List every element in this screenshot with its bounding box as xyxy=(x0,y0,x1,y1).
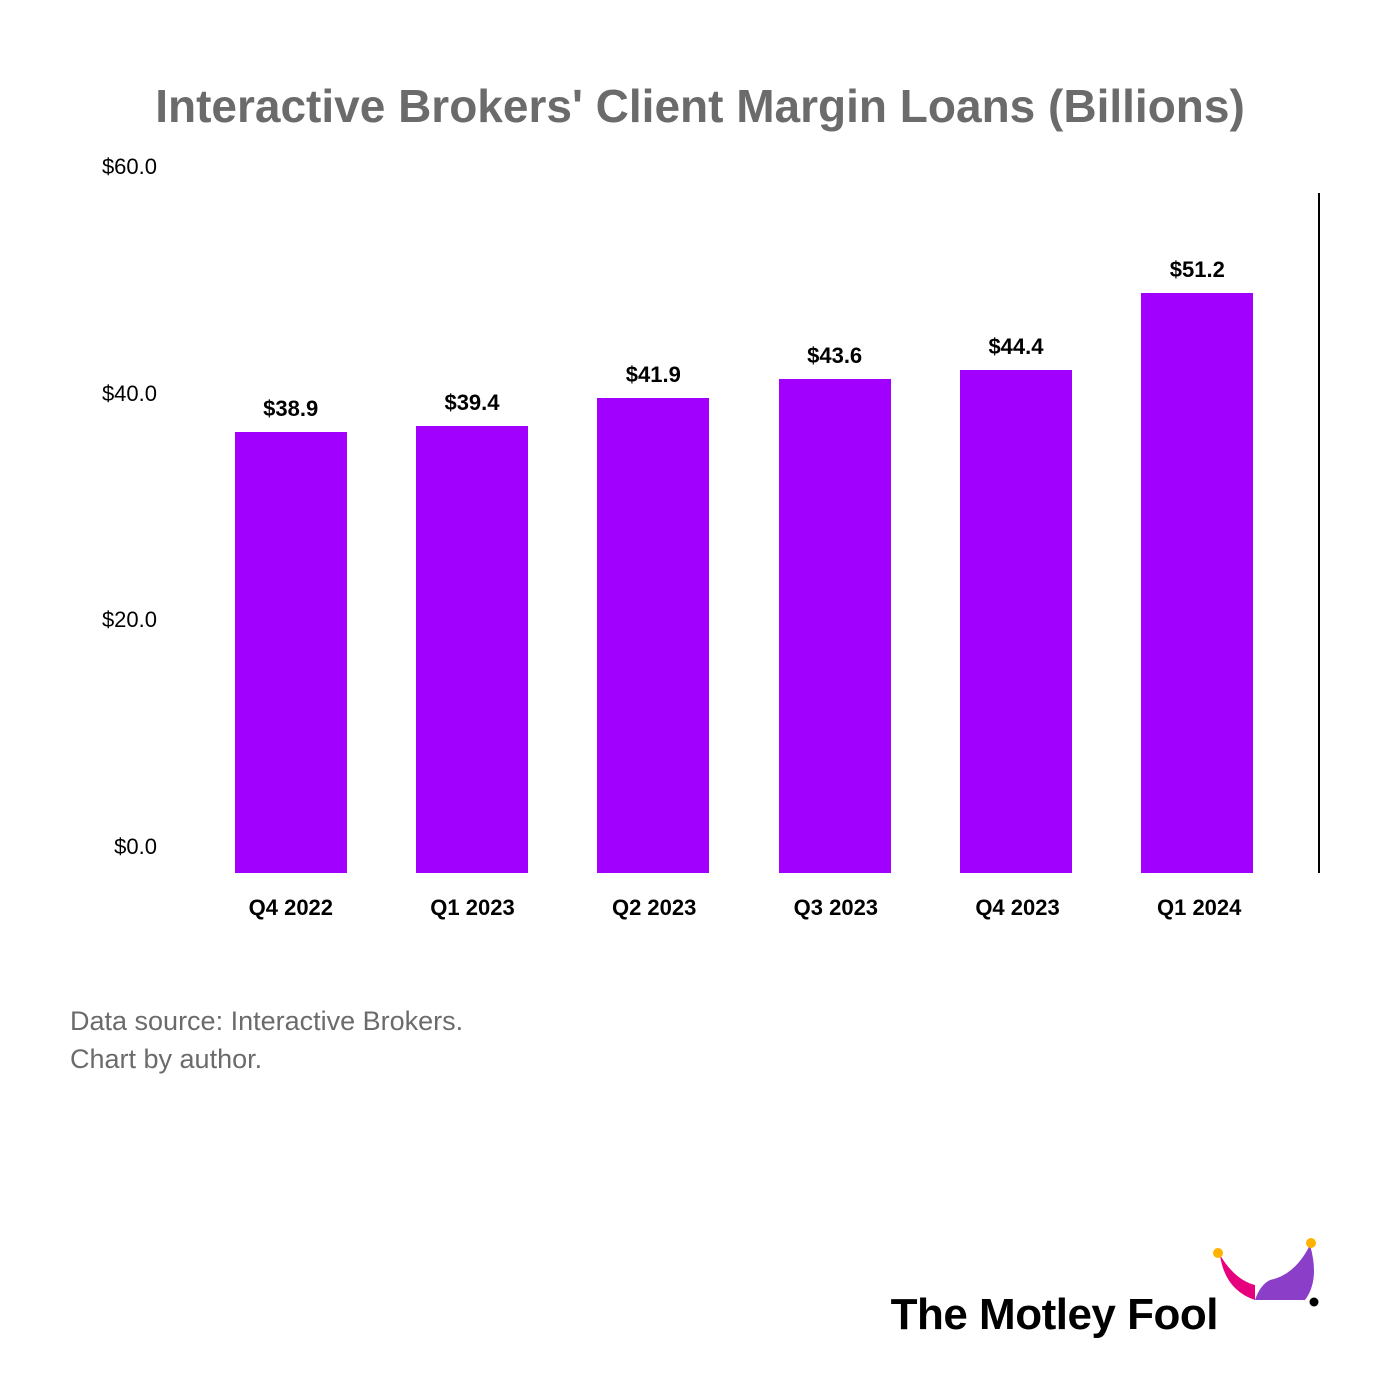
y-tick-label: $0.0 xyxy=(114,834,157,860)
bar-value-label: $44.4 xyxy=(988,334,1043,360)
bar-value-label: $43.6 xyxy=(807,343,862,369)
motley-fool-logo: The Motley Fool xyxy=(891,1230,1330,1340)
bar xyxy=(1141,293,1253,873)
bar xyxy=(416,426,528,873)
bar-value-label: $51.2 xyxy=(1170,257,1225,283)
bar-value-label: $41.9 xyxy=(626,362,681,388)
plot-area: $38.9 $39.4 $41.9 $43.6 $44.4 $51.2 xyxy=(170,193,1320,873)
bar xyxy=(235,432,347,873)
footer-line-1: Data source: Interactive Brokers. xyxy=(70,1003,1340,1041)
chart-title: Interactive Brokers' Client Margin Loans… xyxy=(60,80,1340,133)
y-tick-label: $40.0 xyxy=(102,381,157,407)
x-axis-label: Q1 2023 xyxy=(382,883,564,933)
bar-column: $38.9 xyxy=(200,193,381,873)
x-axis-label: Q1 2024 xyxy=(1108,883,1290,933)
footer-line-2: Chart by author. xyxy=(70,1041,1340,1079)
x-axis-label: Q3 2023 xyxy=(745,883,927,933)
x-axis-labels: Q4 2022Q1 2023Q2 2023Q3 2023Q4 2023Q1 20… xyxy=(170,883,1320,933)
y-tick-label: $60.0 xyxy=(102,154,157,180)
y-tick-label: $20.0 xyxy=(102,607,157,633)
x-axis-label: Q4 2023 xyxy=(927,883,1109,933)
footer-note: Data source: Interactive Brokers. Chart … xyxy=(70,1003,1340,1079)
bar-column: $43.6 xyxy=(744,193,925,873)
x-axis-label: Q2 2023 xyxy=(563,883,745,933)
bars-group: $38.9 $39.4 $41.9 $43.6 $44.4 $51.2 xyxy=(170,193,1318,873)
logo-text: The Motley Fool xyxy=(891,1290,1218,1340)
chart-container: $0.0$20.0$40.0$60.0 $38.9$39.4$41.9$43.6… xyxy=(70,193,1350,933)
bar xyxy=(597,398,709,873)
bar xyxy=(960,370,1072,873)
bar-value-label: $38.9 xyxy=(263,396,318,422)
bar-column: $39.4 xyxy=(381,193,562,873)
jester-hat-icon xyxy=(1210,1230,1330,1310)
bar-value-label: $39.4 xyxy=(444,390,499,416)
y-axis-ticks: $0.0$20.0$40.0$60.0 xyxy=(70,193,165,873)
x-axis-label: Q4 2022 xyxy=(200,883,382,933)
bar-column: $51.2 xyxy=(1107,193,1288,873)
bar xyxy=(779,379,891,873)
bar-column: $41.9 xyxy=(563,193,744,873)
bar-column: $44.4 xyxy=(925,193,1106,873)
